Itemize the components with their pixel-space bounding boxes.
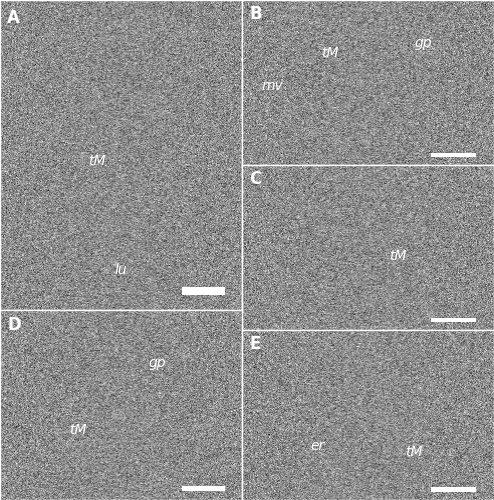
Text: tM: tM — [69, 422, 86, 436]
Text: C: C — [249, 170, 262, 188]
Text: gp: gp — [414, 36, 432, 50]
Text: tM: tM — [405, 446, 422, 460]
Text: E: E — [249, 335, 261, 353]
FancyBboxPatch shape — [181, 287, 225, 294]
Text: er: er — [311, 438, 325, 452]
Text: gp: gp — [149, 356, 166, 370]
Text: tM: tM — [322, 46, 339, 60]
FancyBboxPatch shape — [181, 486, 225, 490]
FancyBboxPatch shape — [431, 487, 476, 492]
Text: lu: lu — [115, 262, 127, 276]
Text: D: D — [7, 316, 21, 334]
FancyBboxPatch shape — [431, 152, 476, 157]
Text: A: A — [7, 10, 20, 28]
Text: tM: tM — [389, 248, 407, 263]
FancyBboxPatch shape — [431, 318, 476, 322]
Text: tM: tM — [88, 154, 106, 168]
Text: B: B — [249, 5, 262, 23]
Text: mv: mv — [261, 79, 283, 93]
